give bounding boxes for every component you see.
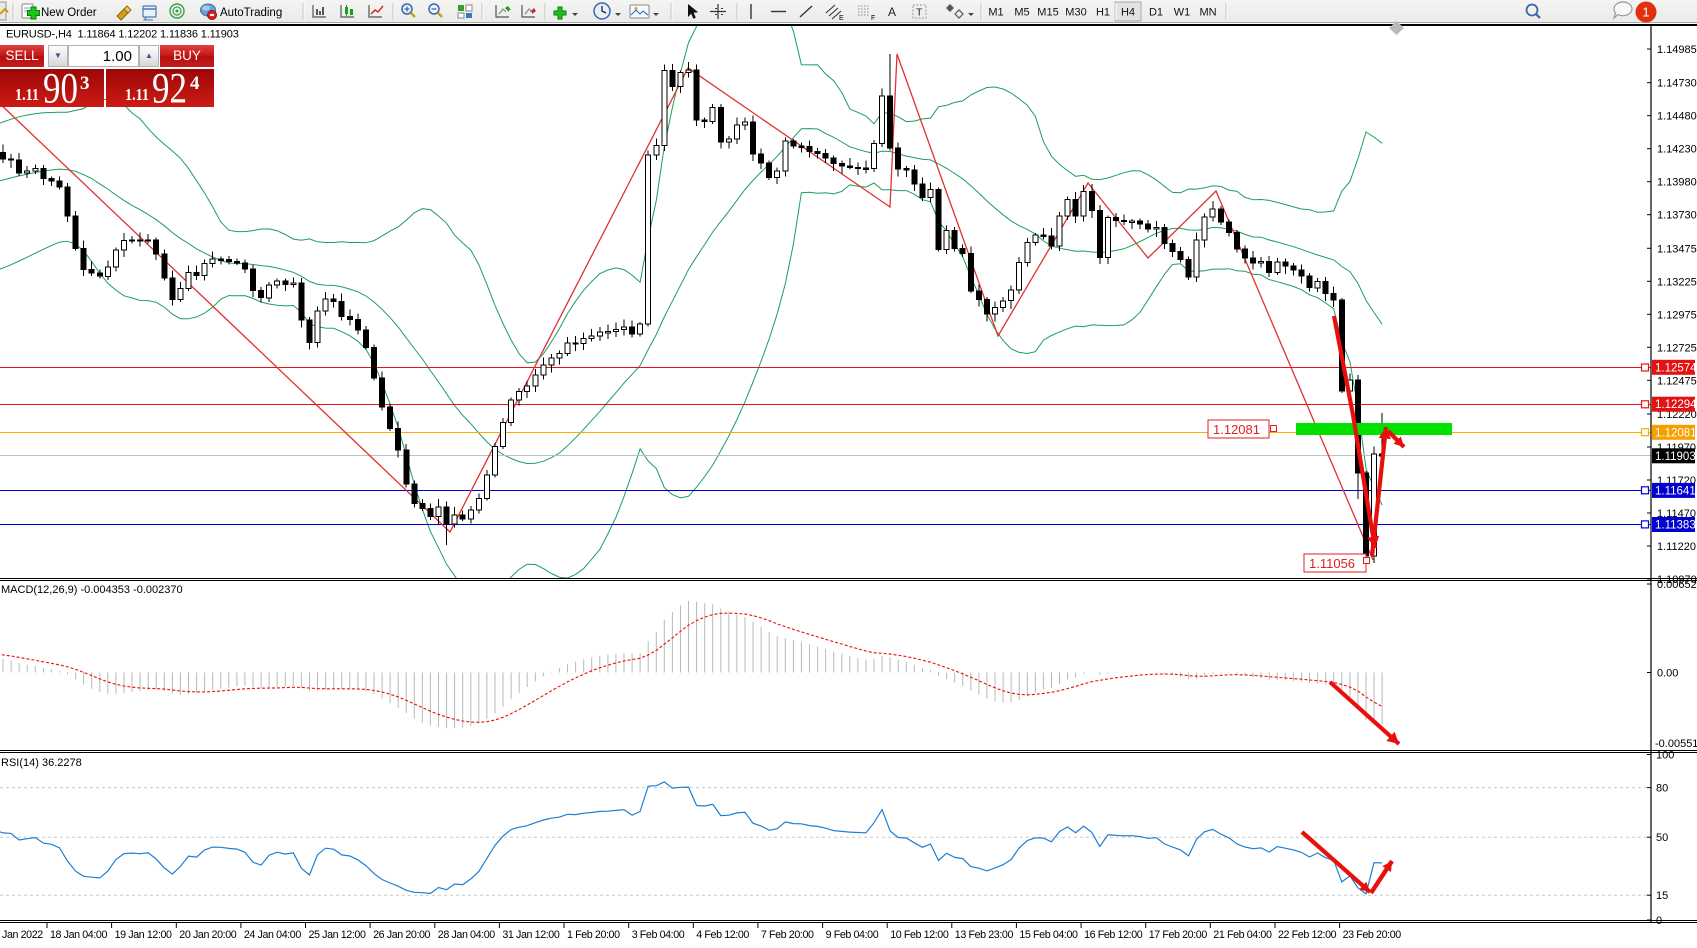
svg-text:1.14730: 1.14730	[1657, 78, 1697, 90]
svg-text:F: F	[871, 15, 875, 22]
svg-text:0: 0	[1656, 915, 1662, 927]
svg-text:EURUSD-,H4 1.11864 1.12202 1.: EURUSD-,H4 1.11864 1.12202 1.11836 1.119…	[6, 29, 239, 41]
svg-text:1.13730: 1.13730	[1657, 210, 1697, 222]
svg-text:9 Feb 04:00: 9 Feb 04:00	[826, 929, 879, 941]
svg-text:1.12975: 1.12975	[1657, 309, 1697, 321]
svg-text:92: 92	[152, 69, 187, 107]
svg-text:21 Feb 04:00: 21 Feb 04:00	[1213, 929, 1272, 941]
svg-text:1.12475: 1.12475	[1657, 375, 1697, 387]
svg-text:1.11: 1.11	[15, 85, 39, 104]
svg-text:New Order: New Order	[41, 7, 97, 19]
svg-text:M5: M5	[1014, 7, 1029, 19]
svg-text:1.12725: 1.12725	[1657, 342, 1697, 354]
svg-text:H1: H1	[1096, 7, 1110, 19]
svg-text:1.14480: 1.14480	[1657, 111, 1697, 123]
svg-text:10 Feb 12:00: 10 Feb 12:00	[890, 929, 949, 941]
svg-text:16 Feb 12:00: 16 Feb 12:00	[1084, 929, 1143, 941]
svg-text:D1: D1	[1149, 7, 1163, 19]
svg-text:M1: M1	[988, 7, 1003, 19]
svg-text:100: 100	[1656, 750, 1674, 762]
svg-text:24 Jan 04:00: 24 Jan 04:00	[244, 929, 301, 941]
svg-text:4 Feb 12:00: 4 Feb 12:00	[696, 929, 749, 941]
svg-text:MACD(12,26,9) -0.004353 -0.002: MACD(12,26,9) -0.004353 -0.002370	[1, 584, 183, 596]
svg-text:1.14230: 1.14230	[1657, 144, 1697, 156]
svg-text:1.11220: 1.11220	[1657, 541, 1696, 553]
svg-text:3: 3	[80, 73, 90, 94]
svg-text:23 Feb 20:00: 23 Feb 20:00	[1343, 929, 1402, 941]
svg-text:15 Feb 04:00: 15 Feb 04:00	[1019, 929, 1078, 941]
svg-text:13 Feb 23:00: 13 Feb 23:00	[955, 929, 1014, 941]
svg-text:4: 4	[190, 73, 200, 94]
svg-text:1.13225: 1.13225	[1657, 276, 1697, 288]
svg-text:3 Feb 04:00: 3 Feb 04:00	[632, 929, 685, 941]
svg-text:1.14985: 1.14985	[1657, 44, 1697, 56]
svg-text:19 Jan 12:00: 19 Jan 12:00	[115, 929, 172, 941]
svg-text:1.12081: 1.12081	[1655, 427, 1697, 439]
svg-text:1.11: 1.11	[125, 85, 149, 104]
svg-text:M15: M15	[1037, 7, 1058, 19]
svg-text:26 Jan 20:00: 26 Jan 20:00	[373, 929, 430, 941]
svg-text:1 Feb 20:00: 1 Feb 20:00	[567, 929, 620, 941]
svg-text:17 Feb 20:00: 17 Feb 20:00	[1149, 929, 1208, 941]
svg-text:E: E	[839, 15, 844, 22]
svg-text:H4: H4	[1121, 7, 1135, 19]
svg-text:18 Jan 04:00: 18 Jan 04:00	[50, 929, 107, 941]
svg-text:28 Jan 04:00: 28 Jan 04:00	[438, 929, 495, 941]
svg-text:7 Feb 20:00: 7 Feb 20:00	[761, 929, 814, 941]
svg-text:1.11903: 1.11903	[1655, 451, 1696, 463]
svg-text:1.12081: 1.12081	[1213, 422, 1260, 437]
svg-text:90: 90	[43, 69, 78, 107]
svg-text:1.13475: 1.13475	[1657, 243, 1697, 255]
svg-text:1.12220: 1.12220	[1657, 409, 1697, 421]
svg-text:1: 1	[1642, 5, 1649, 20]
svg-text:22 Feb 12:00: 22 Feb 12:00	[1278, 929, 1337, 941]
svg-text:AutoTrading: AutoTrading	[220, 7, 282, 19]
svg-text:MN: MN	[1199, 7, 1216, 19]
svg-text:1.11641: 1.11641	[1655, 485, 1696, 497]
svg-text:M30: M30	[1065, 7, 1086, 19]
svg-text:0.00: 0.00	[1657, 668, 1678, 680]
svg-text:80: 80	[1656, 783, 1668, 795]
svg-text:1.10970: 1.10970	[1657, 574, 1697, 586]
svg-text:0.00652: 0.00652	[1657, 579, 1697, 591]
svg-text:15: 15	[1656, 890, 1668, 902]
svg-text:RSI(14) 36.2278: RSI(14) 36.2278	[1, 757, 82, 769]
svg-text:1.12294: 1.12294	[1655, 399, 1697, 411]
svg-text:A: A	[888, 5, 896, 19]
svg-text:50: 50	[1656, 832, 1668, 844]
svg-text:1.11056: 1.11056	[1309, 556, 1355, 571]
svg-text:1.13980: 1.13980	[1657, 177, 1697, 189]
svg-text:31 Jan 12:00: 31 Jan 12:00	[502, 929, 559, 941]
svg-text:20 Jan 20:00: 20 Jan 20:00	[179, 929, 236, 941]
svg-text:Jan 2022: Jan 2022	[2, 929, 43, 941]
svg-text:T: T	[916, 7, 923, 19]
svg-text:1.11383: 1.11383	[1655, 520, 1696, 532]
svg-text:1.12574: 1.12574	[1655, 362, 1697, 374]
svg-text:W1: W1	[1174, 7, 1191, 19]
svg-text:25 Jan 12:00: 25 Jan 12:00	[309, 929, 366, 941]
